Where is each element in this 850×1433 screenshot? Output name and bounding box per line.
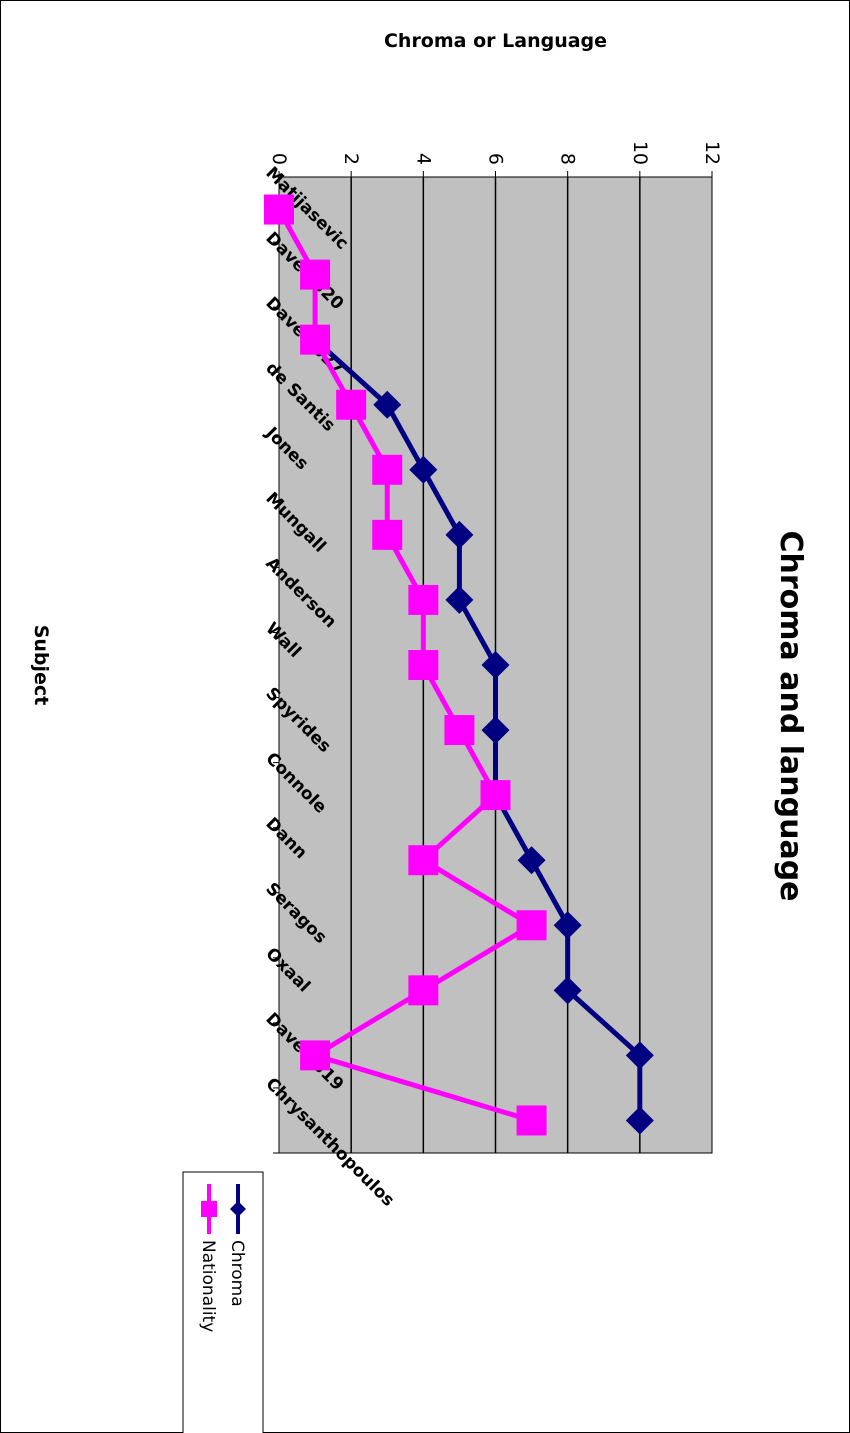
value-tick-label: 8 <box>557 153 579 165</box>
data-point-chroma <box>445 520 474 549</box>
data-point-nationality <box>336 389 367 420</box>
legend-marker-nationality <box>201 1201 217 1217</box>
data-point-nationality <box>300 259 331 290</box>
value-tick-label: 0 <box>268 153 290 165</box>
data-point-nationality <box>480 780 511 811</box>
data-point-nationality <box>516 1105 547 1136</box>
value-axis-title: Chroma or Language <box>384 30 607 52</box>
data-point-chroma <box>481 651 510 679</box>
data-point-chroma <box>445 585 474 614</box>
data-point-nationality <box>408 650 439 680</box>
data-point-nationality <box>300 324 331 355</box>
data-point-nationality <box>408 975 439 1006</box>
value-tick-label: 6 <box>485 153 507 165</box>
data-point-nationality <box>372 454 403 485</box>
value-axis: 0 2 4 6 8 10 12 <box>268 141 723 178</box>
data-point-chroma <box>373 390 402 419</box>
value-tick-label: 12 <box>701 141 723 165</box>
data-point-nationality <box>372 519 403 550</box>
data-point-chroma <box>481 716 510 745</box>
data-point-nationality <box>300 1040 331 1071</box>
data-point-nationality <box>408 584 439 615</box>
data-point-nationality <box>408 845 439 876</box>
data-point-nationality <box>264 194 294 225</box>
legend-marker-chroma <box>230 1201 246 1217</box>
chart-title: Chroma and language <box>773 530 808 901</box>
legend-label-chroma: Chroma <box>227 1240 247 1307</box>
series-layer <box>264 194 654 1136</box>
data-point-nationality <box>516 910 547 941</box>
category-axis-title: Subject <box>30 625 52 706</box>
data-point-nationality <box>444 715 475 746</box>
legend-box <box>182 1171 264 1433</box>
value-tick-label: 2 <box>340 153 362 165</box>
value-tick-label: 10 <box>629 141 651 165</box>
legend: Chroma Nationality <box>182 1171 264 1433</box>
data-point-chroma <box>409 455 438 484</box>
legend-label-nationality: Nationality <box>198 1240 218 1332</box>
value-tick-label: 4 <box>412 153 434 165</box>
